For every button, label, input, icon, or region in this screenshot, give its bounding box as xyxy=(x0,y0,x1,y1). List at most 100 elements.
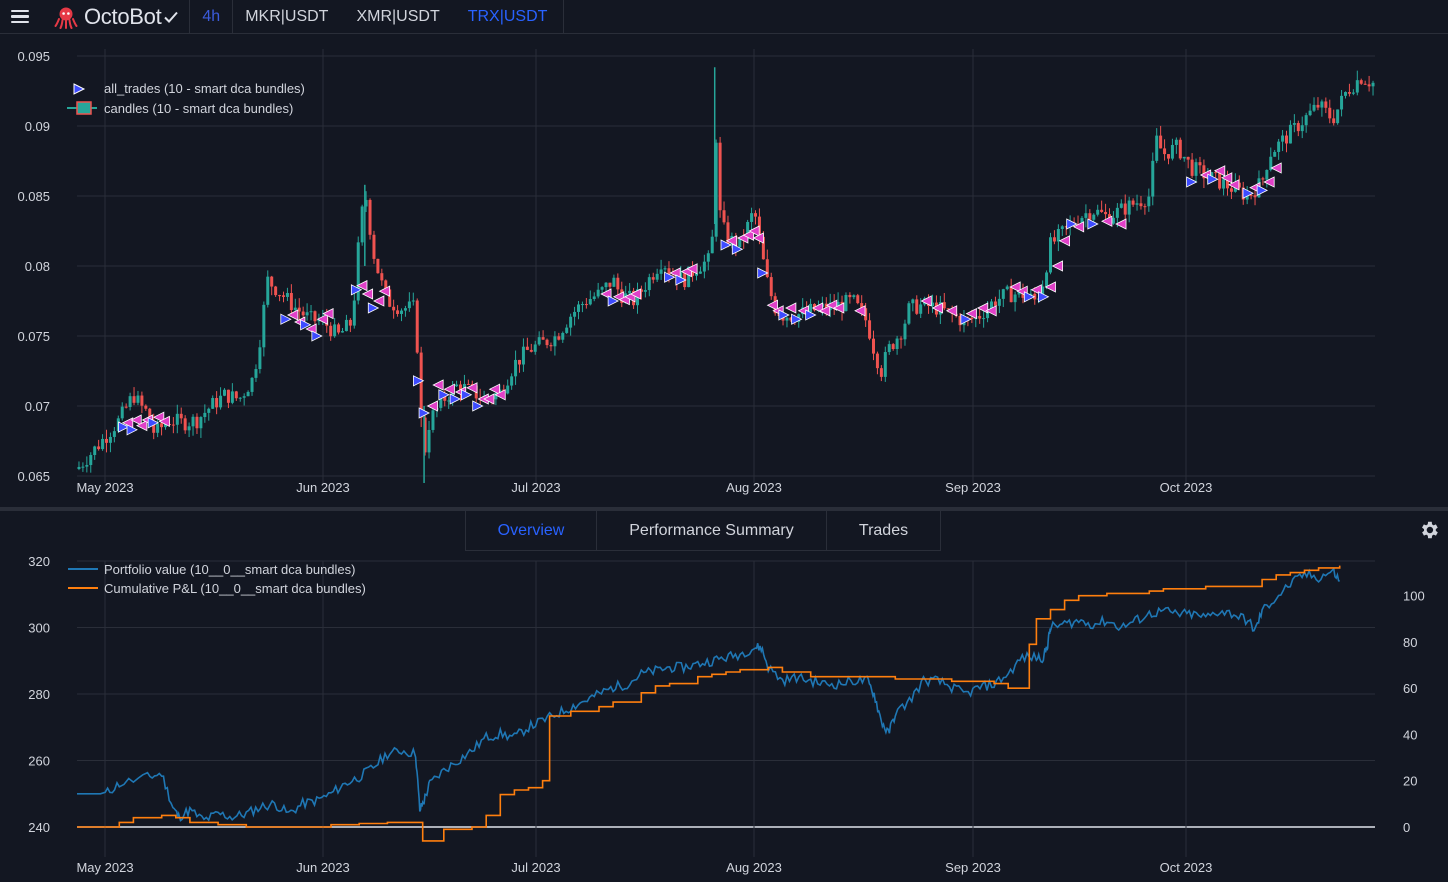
candle-body xyxy=(1249,194,1253,196)
candle-body xyxy=(616,277,620,290)
buy-trade-marker xyxy=(607,295,620,307)
candle-body xyxy=(156,423,160,433)
candle-body xyxy=(750,213,754,222)
price-x-tick-label: Jul 2023 xyxy=(511,480,560,495)
sell-trade-marker xyxy=(976,302,989,314)
candle-body xyxy=(580,304,584,306)
candle-body xyxy=(1281,135,1285,142)
candle-body xyxy=(1167,154,1170,159)
candle-body xyxy=(262,304,266,348)
candle-body xyxy=(600,287,604,290)
candle-body xyxy=(1013,294,1017,303)
candle-body xyxy=(246,391,250,397)
tab-symbol-trx[interactable]: TRX|USDT xyxy=(467,7,548,25)
candle-body xyxy=(443,395,447,401)
sell-trade-marker xyxy=(373,295,385,307)
portfolio-chart[interactable]: 240 260 280 300 320 0 20 40 60 80 100 May 2023 Jun… xyxy=(0,551,1448,877)
candle-body xyxy=(1332,118,1336,124)
candle-body xyxy=(1178,139,1182,159)
brand-selector[interactable]: OctoBot xyxy=(40,0,191,33)
candle-body xyxy=(344,319,348,332)
portfolio-y-tick-right: 80 xyxy=(1403,635,1417,650)
sell-trade-marker xyxy=(494,389,506,401)
candle-body xyxy=(907,303,911,324)
candle-body xyxy=(844,294,848,312)
candle-body xyxy=(427,429,431,453)
gear-icon[interactable] xyxy=(1418,519,1440,541)
candle-body xyxy=(289,292,293,311)
candle-body xyxy=(1355,80,1359,93)
candle-body xyxy=(309,311,313,313)
view-tabs-row: Overview Performance Summary Trades xyxy=(0,511,1448,551)
tab-overview[interactable]: Overview xyxy=(466,511,597,550)
portfolio-legend[interactable]: Portfolio value (10__0__smart dca bundle… xyxy=(68,562,366,596)
candle-body xyxy=(1123,203,1127,215)
candle-body xyxy=(1320,101,1324,108)
candle-body xyxy=(1359,80,1363,84)
candle-body xyxy=(895,338,899,350)
candle-body xyxy=(274,286,278,296)
menu-button[interactable] xyxy=(0,0,40,33)
candle-body xyxy=(466,383,470,385)
tab-performance-summary[interactable]: Performance Summary xyxy=(597,511,827,550)
tab-symbol-mkr[interactable]: MKR|USDT xyxy=(245,7,329,25)
timeframe-selector[interactable]: 4h xyxy=(190,0,234,33)
candle-body xyxy=(356,242,360,301)
candle-body xyxy=(364,199,368,207)
sell-trade-marker xyxy=(931,302,944,314)
sell-trade-marker xyxy=(1228,179,1240,191)
price-y-tick-label: 0.07 xyxy=(25,399,50,414)
sell-trade-marker xyxy=(985,305,997,317)
candle-body xyxy=(128,396,132,407)
buy-trade-marker xyxy=(472,400,484,412)
candle-body xyxy=(1174,139,1178,145)
candle-body xyxy=(447,400,451,402)
candle-body xyxy=(160,423,164,428)
candle-body xyxy=(655,273,659,280)
portfolio-value-line xyxy=(77,567,1340,822)
candle-body xyxy=(990,301,993,310)
candle-body xyxy=(702,261,706,272)
candle-body xyxy=(714,142,718,237)
candle-body xyxy=(407,301,411,309)
sell-trade-marker xyxy=(854,305,866,317)
price-x-tick-label: Aug 2023 xyxy=(726,480,782,495)
candle-body xyxy=(588,298,592,305)
candle-body xyxy=(419,352,423,418)
candle-body xyxy=(215,398,219,408)
candle-body xyxy=(384,280,388,290)
price-legend[interactable]: all_trades (10 - smart dca bundles) cand… xyxy=(67,81,305,116)
candle-body xyxy=(1288,124,1292,144)
sell-trade-marker xyxy=(1051,260,1063,272)
candle-body xyxy=(915,299,919,314)
sell-trade-marker xyxy=(466,382,478,394)
price-chart-pane[interactable]: 0.065 0.07 0.075 0.08 0.085 0.09 0.095 May 202… xyxy=(0,34,1448,507)
price-x-tick-label: May 2023 xyxy=(76,480,133,495)
candle-body xyxy=(1041,286,1045,299)
candle-body xyxy=(549,345,553,347)
price-chart[interactable]: 0.065 0.07 0.075 0.08 0.085 0.09 0.095 May 202… xyxy=(0,34,1448,507)
candle-body xyxy=(242,396,246,398)
candle-body xyxy=(270,276,274,287)
tab-trades[interactable]: Trades xyxy=(858,521,909,539)
price-x-tick-label: Sep 2023 xyxy=(945,480,1001,495)
portfolio-y-tick-right: 100 xyxy=(1403,589,1425,604)
price-y-tick-label: 0.065 xyxy=(17,469,50,484)
candle-body xyxy=(986,309,990,319)
sell-trade-marker xyxy=(316,313,328,325)
candle-body xyxy=(824,303,828,311)
candle-body xyxy=(81,466,85,468)
sell-trade-marker xyxy=(1213,165,1226,177)
candle-body xyxy=(372,234,376,259)
candle-body xyxy=(183,418,187,431)
candle-body xyxy=(958,315,962,326)
buy-trade-marker xyxy=(757,267,769,279)
tab-symbol-xmr[interactable]: XMR|USDT xyxy=(356,7,440,25)
candle-body xyxy=(1159,135,1163,149)
pane-splitter[interactable] xyxy=(0,507,1448,511)
candle-body xyxy=(333,324,337,337)
portfolio-chart-pane[interactable]: 240 260 280 300 320 0 20 40 60 80 100 May 2023 Jun… xyxy=(0,551,1448,877)
trades-series xyxy=(118,162,1282,436)
candle-body xyxy=(234,391,238,399)
candle-body xyxy=(301,311,305,316)
